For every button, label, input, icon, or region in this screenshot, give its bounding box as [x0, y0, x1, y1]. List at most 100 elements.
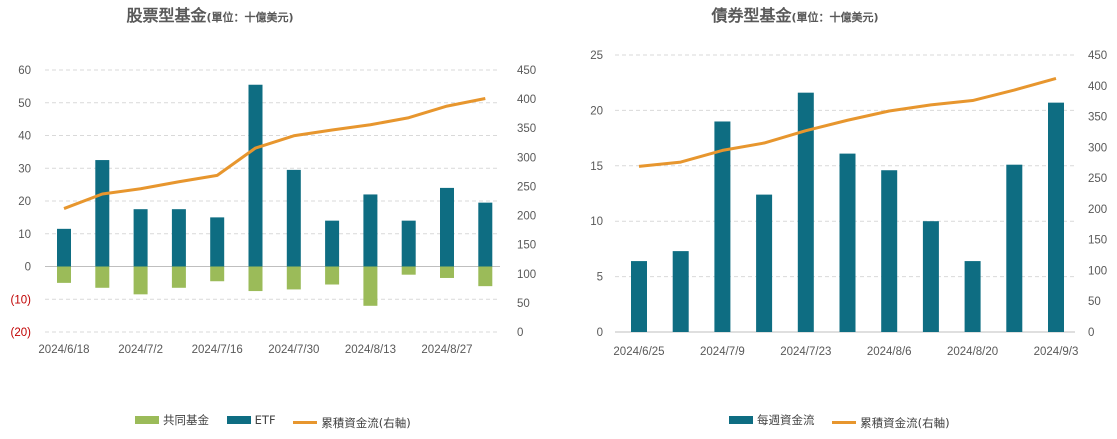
- equity-bar-primary: [363, 194, 378, 267]
- equity-y-right-tick: 400: [517, 94, 536, 106]
- bond-bar-primary: [714, 121, 731, 332]
- bond-bar-primary: [964, 261, 981, 332]
- equity-x-tick: 2024/8/27: [421, 344, 472, 356]
- equity-y-left-tick: 20: [18, 196, 31, 208]
- equity-bar-primary: [95, 160, 110, 267]
- equity-bar-primary: [440, 187, 454, 267]
- equity-cumulative-line: [63, 97, 486, 210]
- legend-item-cumulative-equity: 累積資金流(右軸): [293, 415, 411, 431]
- bond-y-right-tick: 400: [1088, 81, 1107, 93]
- equity-y-right-tick: 350: [517, 123, 536, 135]
- equity-y-left-tick: 0: [25, 262, 31, 274]
- bond-bar-primary: [1006, 164, 1023, 332]
- equity-bar-primary: [57, 228, 71, 267]
- bond-cumulative-line: [638, 76, 1057, 168]
- bond-y-right-tick: 200: [1088, 204, 1107, 216]
- legend-item-etf: ETF: [226, 413, 276, 427]
- bond-y-left-tick: 0: [597, 327, 603, 339]
- equity-bar-mutual: [248, 266, 263, 292]
- equity-y-right-tick: 450: [517, 65, 536, 77]
- equity-y-right-tick: 100: [517, 269, 536, 281]
- equity-bar-mutual: [286, 266, 301, 290]
- bond-bar-primary: [922, 221, 939, 332]
- equity-bar-mutual: [440, 266, 454, 278]
- bond-bar-primary: [839, 153, 856, 332]
- legend-line-cumulative-bond: [832, 421, 857, 424]
- bond-bar-primary: [881, 170, 898, 332]
- bond-y-right-tick: 350: [1088, 112, 1107, 124]
- bond-bar-primary: [631, 261, 647, 332]
- bond-y-right-tick: 300: [1088, 142, 1107, 154]
- equity-y-left-tick: 10: [18, 229, 31, 241]
- equity-y-left-tick: (10): [11, 294, 32, 306]
- equity-bar-primary: [478, 202, 493, 267]
- equity-bar-primary: [133, 209, 148, 267]
- legend-label-cumulative-bond: 累積資金流(右軸): [860, 415, 950, 430]
- legend-swatch-etf: [226, 416, 251, 424]
- equity-x-tick: 2024/6/18: [38, 344, 89, 356]
- equity-bar-mutual: [133, 266, 148, 295]
- equity-y-left-tick: (20): [11, 327, 32, 339]
- legend-label-etf: ETF: [254, 413, 276, 427]
- equity-bar-primary: [171, 209, 186, 267]
- equity-x-tick: 2024/8/13: [345, 344, 396, 356]
- equity-y-right-tick: 0: [517, 327, 523, 339]
- chart-title-bond-main: 債券型基金: [711, 6, 792, 25]
- equity-y-right-tick: 300: [517, 152, 536, 164]
- equity-bar-primary: [325, 220, 340, 267]
- equity-y-left-tick: 40: [18, 131, 31, 143]
- equity-bar-primary: [210, 217, 225, 267]
- chart-title-bond: 債券型基金(單位：十億美元): [600, 2, 990, 26]
- bond-bar-primary: [1048, 102, 1064, 332]
- legend-line-cumulative-equity: [293, 421, 318, 424]
- legend-bond: 每週資金流 累積資金流(右軸): [729, 412, 964, 431]
- bond-y-left-tick: 15: [590, 161, 603, 173]
- legend-equity: 共同基金 ETF 累積資金流(右軸): [135, 412, 425, 431]
- bond-y-left-tick: 5: [597, 272, 603, 284]
- equity-y-right-tick: 50: [517, 298, 530, 310]
- equity-bar-primary: [248, 84, 263, 267]
- legend-item-mutual: 共同基金: [135, 412, 209, 428]
- bond-bar-primary: [672, 251, 689, 332]
- bond-y-right-tick: 250: [1088, 173, 1107, 185]
- legend-label-weekly: 每週資金流: [757, 413, 815, 427]
- chart-title-equity: 股票型基金(單位：十億美元): [0, 2, 420, 26]
- bond-y-right-tick: 0: [1088, 327, 1094, 339]
- bond-y-right-tick: 450: [1088, 50, 1107, 62]
- legend-label-mutual: 共同基金: [163, 413, 209, 427]
- equity-y-left-tick: 60: [18, 65, 31, 77]
- equity-x-tick: 2024/7/30: [268, 344, 319, 356]
- equity-x-tick: 2024/7/16: [192, 344, 243, 356]
- bond-x-tick: 2024/7/23: [780, 346, 831, 358]
- legend-label-cumulative-equity: 累積資金流(右軸): [321, 415, 411, 430]
- equity-bar-mutual: [57, 266, 71, 283]
- bond-x-tick: 2024/6/25: [613, 346, 664, 358]
- equity-bar-mutual: [171, 266, 186, 288]
- equity-bar-mutual: [325, 266, 340, 285]
- bond-y-right-tick: 150: [1088, 235, 1107, 247]
- legend-swatch-mutual: [135, 416, 159, 424]
- equity-bar-primary: [286, 169, 301, 267]
- legend-item-weekly: 每週資金流: [729, 412, 815, 428]
- equity-bar-mutual: [363, 266, 378, 306]
- equity-bar-mutual: [401, 266, 416, 275]
- bond-x-tick: 2024/7/9: [700, 346, 745, 358]
- bond-y-left-tick: 10: [590, 216, 603, 228]
- bond-y-left-tick: 20: [590, 105, 603, 117]
- bond-x-tick: 2024/8/6: [867, 346, 912, 358]
- bond-bar-primary: [756, 194, 773, 332]
- bond-y-left-tick: 25: [590, 50, 603, 62]
- equity-bar-mutual: [95, 266, 110, 288]
- chart-title-equity-unit: (單位：十億美元): [206, 11, 294, 24]
- equity-bar-mutual: [210, 266, 225, 282]
- equity-y-right-tick: 200: [517, 211, 536, 223]
- bond-x-tick: 2024/9/3: [1034, 346, 1079, 358]
- bond-y-right-tick: 50: [1088, 296, 1101, 308]
- bond-y-right-tick: 100: [1088, 265, 1107, 277]
- equity-bar-primary: [401, 220, 416, 267]
- equity-x-tick: 2024/7/2: [118, 344, 163, 356]
- equity-y-right-tick: 150: [517, 240, 536, 252]
- bond-x-tick: 2024/8/20: [947, 346, 998, 358]
- equity-y-left-tick: 50: [18, 98, 31, 110]
